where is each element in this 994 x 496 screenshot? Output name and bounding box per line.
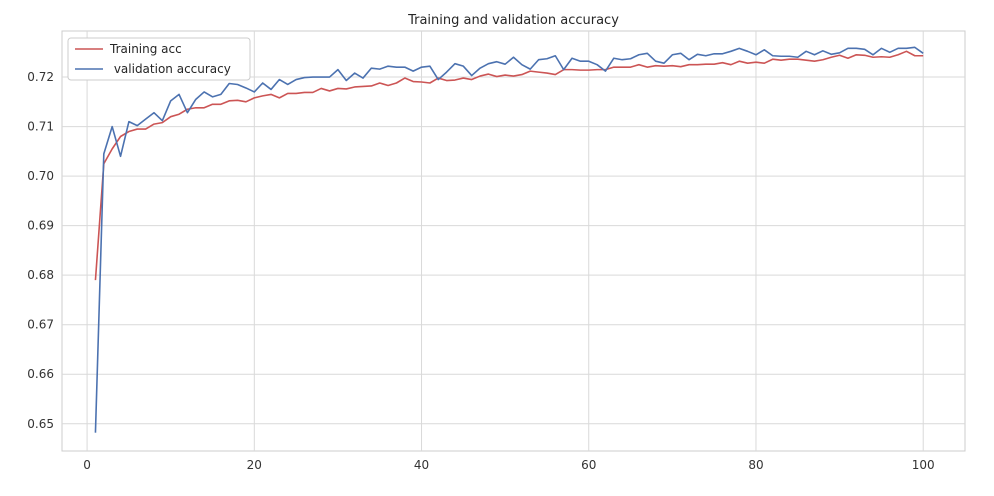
legend-box	[67, 37, 251, 81]
legend: Training acc validation accuracy	[67, 37, 251, 81]
x-tick-label: 20	[247, 458, 262, 472]
y-tick-label: 0.66	[27, 367, 54, 381]
plot-area	[61, 30, 966, 452]
y-tick-label: 0.65	[27, 417, 54, 431]
grid	[62, 31, 965, 451]
validation-accuracy-line	[94, 46, 924, 433]
x-tick-label: 60	[581, 458, 596, 472]
x-tick-label: 40	[414, 458, 429, 472]
legend-label-validation: validation accuracy	[110, 62, 231, 76]
series-lines	[94, 46, 924, 433]
y-tick-label: 0.69	[27, 219, 54, 233]
legend-label-training: Training acc	[109, 42, 182, 56]
training-acc-line	[94, 50, 924, 281]
y-tick-label: 0.70	[27, 169, 54, 183]
y-tick-label: 0.71	[27, 120, 54, 134]
tick-labels: 0 20 40 60 80 100 0.65 0.66 0.67 0.68 0.69 0.70 0.71…	[27, 70, 934, 472]
y-tick-label: 0.72	[27, 70, 54, 84]
y-tick-label: 0.67	[27, 318, 54, 332]
y-tick-label: 0.68	[27, 268, 54, 282]
x-tick-label: 80	[748, 458, 763, 472]
x-tick-label: 100	[912, 458, 935, 472]
x-tick-label: 0	[83, 458, 91, 472]
chart-title: Training and validation accuracy	[407, 13, 619, 28]
